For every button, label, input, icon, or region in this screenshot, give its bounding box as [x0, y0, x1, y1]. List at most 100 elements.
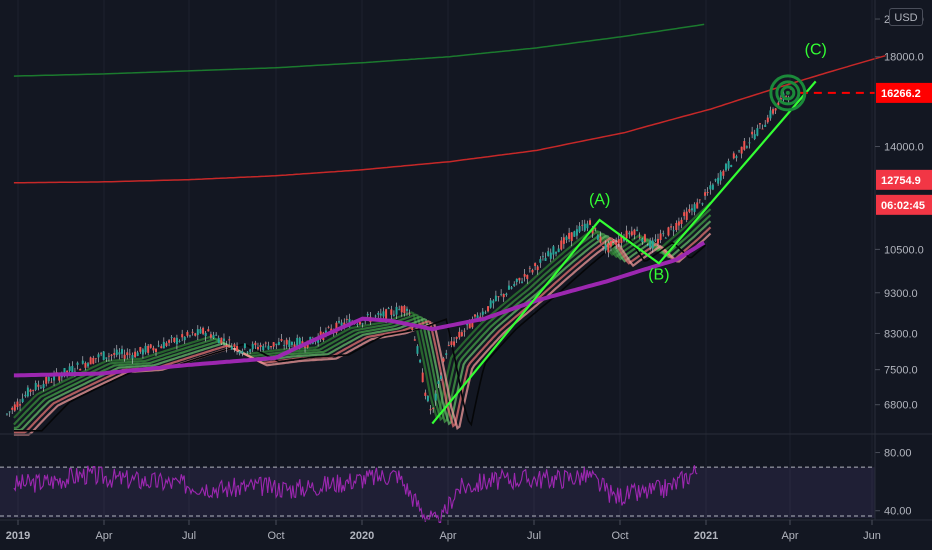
candle-body — [175, 337, 178, 345]
candle-body — [544, 257, 547, 261]
candle-body — [13, 404, 16, 411]
candle-body — [719, 171, 722, 181]
candle-body — [562, 237, 565, 244]
ema-ribbon-line — [13, 220, 712, 432]
candle-body — [659, 233, 662, 241]
candle-body — [591, 229, 594, 234]
candle-body — [11, 407, 14, 410]
candle-body — [275, 343, 278, 345]
candle-body — [123, 354, 126, 359]
candle-body — [693, 204, 696, 212]
candle-body — [270, 346, 273, 348]
candle-body — [390, 309, 393, 315]
candle-body — [735, 156, 738, 159]
target-ring — [775, 80, 801, 106]
candle-body — [63, 368, 66, 376]
candle-body — [646, 245, 649, 246]
rsi-band — [0, 467, 875, 518]
candle-body — [727, 160, 730, 169]
candle-body — [411, 328, 414, 331]
time-tick-label: Oct — [267, 530, 284, 542]
candle-body — [283, 345, 286, 346]
candle-body — [489, 300, 492, 308]
candle-body — [515, 278, 518, 282]
candle-body — [683, 212, 686, 216]
candle-body — [581, 224, 584, 226]
candle-body — [81, 360, 84, 364]
candle-body — [426, 395, 429, 402]
candle-body — [656, 238, 659, 244]
price-tag — [876, 169, 932, 190]
candle-body — [374, 315, 377, 317]
candle-body — [144, 345, 147, 353]
candle-body — [615, 242, 618, 245]
candle-body — [262, 345, 265, 351]
candle-body — [398, 309, 401, 311]
candle-body — [382, 311, 385, 317]
candle-body — [259, 345, 262, 347]
price-tag — [876, 82, 932, 103]
candle-body — [677, 221, 680, 226]
candle-body — [589, 220, 592, 225]
candle-body — [510, 287, 513, 289]
candle-body — [251, 343, 254, 350]
candle-body — [76, 362, 79, 365]
candle-body — [670, 226, 673, 228]
candle-body — [53, 375, 56, 381]
candle-body — [233, 344, 236, 348]
candle-body — [701, 203, 704, 205]
candle-body — [217, 337, 220, 344]
candle-body — [403, 305, 406, 314]
candle-body — [541, 256, 544, 257]
price-tag-label: 06:02:45 — [881, 200, 925, 212]
candle-body — [21, 398, 24, 403]
candle-body — [458, 331, 461, 338]
candle-body — [113, 353, 116, 355]
elliott-wave: (A) (B) (C) — [431, 42, 875, 425]
candle-body — [651, 240, 654, 249]
candle-body — [777, 102, 780, 106]
candle-body — [215, 334, 218, 336]
candle-body — [168, 340, 171, 343]
candle-body — [732, 153, 735, 159]
candle-body — [188, 335, 191, 337]
candle-body — [358, 321, 361, 325]
candle-body — [764, 124, 767, 127]
candle-body — [463, 330, 466, 332]
time-tick-label: Apr — [95, 530, 112, 542]
candle-body — [628, 232, 631, 235]
candle-body — [400, 306, 403, 313]
candle-body — [761, 128, 764, 130]
candle-body — [706, 191, 709, 193]
candle-body — [473, 314, 476, 317]
candle-body — [79, 368, 82, 371]
candle-body — [766, 117, 769, 123]
candle-body — [405, 308, 408, 311]
candle-body — [395, 306, 398, 315]
candle-body — [547, 251, 550, 257]
candle-body — [392, 314, 395, 316]
candle-body — [528, 267, 531, 269]
candle-body — [740, 146, 743, 154]
candle-body — [785, 95, 788, 97]
candle-body — [560, 240, 563, 250]
candle-body — [338, 320, 341, 323]
candle-body — [408, 313, 411, 315]
candle-body — [296, 337, 299, 349]
candle-body — [149, 344, 152, 348]
candle-body — [121, 349, 124, 354]
candle-body — [50, 381, 53, 383]
currency-button[interactable]: USD — [889, 8, 923, 26]
candle-body — [602, 246, 605, 248]
candle-body — [416, 346, 419, 354]
candle-body — [675, 222, 678, 231]
candle-body — [743, 141, 746, 150]
candle-body — [649, 240, 652, 248]
candle-body — [578, 226, 581, 232]
candle-body — [304, 346, 307, 348]
candle-body — [366, 313, 369, 316]
candle-body — [575, 229, 578, 236]
candle-body — [267, 345, 270, 350]
candle-body — [756, 128, 759, 136]
